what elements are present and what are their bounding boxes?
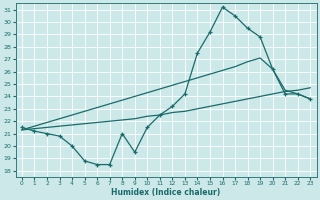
X-axis label: Humidex (Indice chaleur): Humidex (Indice chaleur)	[111, 188, 221, 197]
